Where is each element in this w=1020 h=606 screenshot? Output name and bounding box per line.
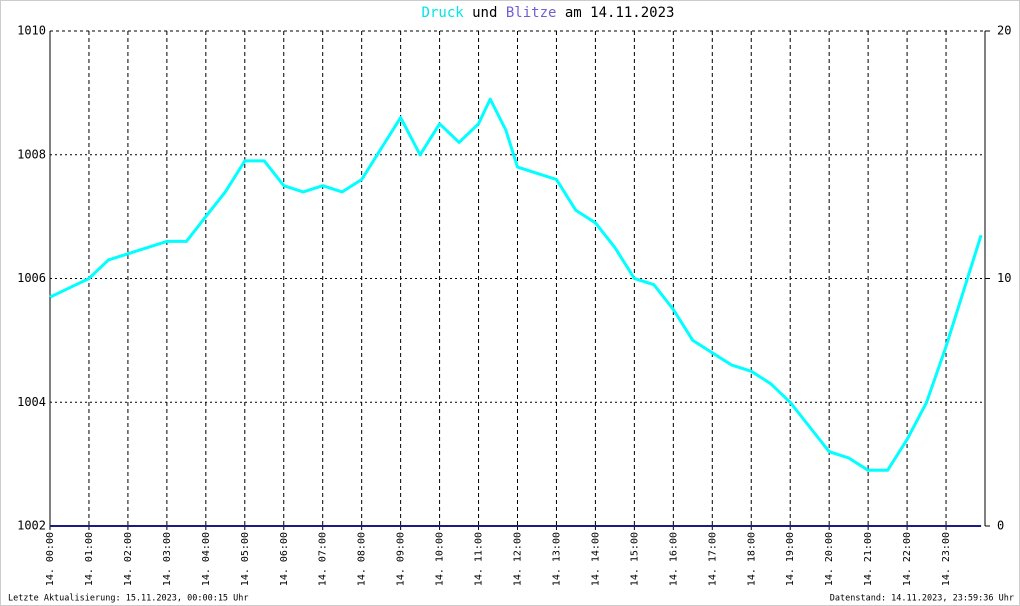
footer-right: Datenstand: 14.11.2023, 23:59:36 Uhr <box>830 594 1014 604</box>
x-tick-label: 14. 11:00 <box>474 532 485 586</box>
title-part: am 14.11.2023 <box>565 5 675 21</box>
x-tick-label: 14. 09:00 <box>396 532 407 586</box>
x-tick-label: 14. 12:00 <box>513 532 524 586</box>
series-line <box>49 97 983 472</box>
x-tick-label: 14. 23:00 <box>941 532 952 586</box>
x-tick-label: 14. 13:00 <box>551 532 562 586</box>
x-tick-label: 14. 10:00 <box>435 532 446 586</box>
x-tick-label: 14. 00:00 <box>45 532 56 586</box>
x-tick-label: 14. 17:00 <box>707 532 718 586</box>
x-tick-label: 14. 01:00 <box>84 532 95 586</box>
y2-tick-label: 0 <box>997 519 1004 533</box>
x-tick-label: 14. 18:00 <box>746 532 757 586</box>
chart-title: Druck und Blitze am 14.11.2023 <box>422 5 675 21</box>
y2-tick-label: 20 <box>997 24 1011 38</box>
title-part: und <box>472 5 497 21</box>
x-tick-label: 14. 02:00 <box>123 532 134 586</box>
x-tick-label: 14. 04:00 <box>201 532 212 586</box>
x-tick-label: 14. 07:00 <box>318 532 329 586</box>
y-tick-label: 1004 <box>17 395 46 409</box>
y-tick-label: 1006 <box>17 271 46 285</box>
x-tick-label: 14. 03:00 <box>162 532 173 586</box>
x-tick-label: 14. 05:00 <box>240 532 251 586</box>
title-part: Druck <box>422 5 465 21</box>
y-tick-label: 1002 <box>17 519 46 533</box>
x-tick-label: 14. 19:00 <box>785 532 796 586</box>
x-tick-label: 14. 06:00 <box>279 532 290 586</box>
y-tick-label: 1008 <box>17 147 46 161</box>
y-tick-label: 1010 <box>17 24 46 38</box>
x-tick-label: 14. 16:00 <box>668 532 679 586</box>
x-tick-label: 14. 22:00 <box>902 532 913 586</box>
x-tick-label: 14. 21:00 <box>863 532 874 586</box>
title-part: Blitze <box>506 5 557 21</box>
footer-left: Letzte Aktualisierung: 15.11.2023, 00:00… <box>8 594 249 604</box>
x-tick-label: 14. 08:00 <box>357 532 368 586</box>
x-tick-label: 14. 20:00 <box>824 532 835 586</box>
x-tick-label: 14. 14:00 <box>590 532 601 586</box>
y2-tick-label: 10 <box>997 271 1011 285</box>
x-tick-label: 14. 15:00 <box>629 532 640 586</box>
